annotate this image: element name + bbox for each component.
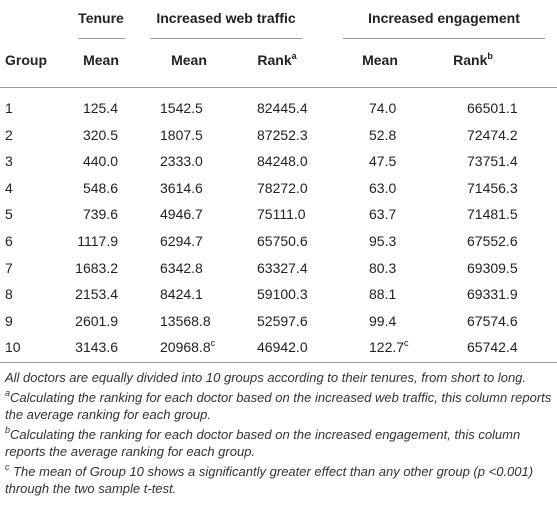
- table-cell: 320.5: [82, 126, 118, 143]
- table-cell: 59100.3: [257, 286, 308, 303]
- table-cell: 13568.8: [160, 312, 211, 329]
- cell-value: 20968.8: [160, 339, 211, 356]
- table-cell: 87252.3: [257, 126, 308, 143]
- table-cell: 73751.4: [467, 153, 518, 170]
- table-cell: 75111.0: [257, 206, 306, 223]
- table-cell: 71456.3: [467, 179, 518, 196]
- rule-line: [343, 38, 545, 39]
- column-header: Mean: [362, 51, 398, 69]
- table-cell: 99.4: [369, 312, 397, 329]
- table-cell: 67574.6: [467, 312, 518, 329]
- footnote-text: The mean of Group 10 shows a significant…: [5, 464, 534, 496]
- rule-line: [78, 38, 125, 39]
- column-label: Mean: [171, 52, 207, 68]
- table-cell: 20968.8c: [160, 338, 215, 356]
- table-cell: 52597.6: [257, 312, 308, 329]
- table-cell: 63.0: [369, 179, 397, 196]
- rule-line: [150, 38, 302, 39]
- table-cell: 5: [5, 206, 13, 223]
- table-cell: 78272.0: [257, 179, 308, 196]
- table-cell: 82445.4: [257, 100, 308, 116]
- table-cell: 52.8: [369, 126, 397, 143]
- table-cell: 65750.6: [257, 233, 308, 249]
- footnote-mark: a: [5, 388, 11, 398]
- table-cell: 2601.9: [75, 312, 118, 329]
- footnote-text: Calculating the ranking for each doctor …: [5, 390, 552, 422]
- table-cell: 1542.5: [160, 100, 203, 116]
- table-cell: 3614.6: [160, 179, 203, 196]
- table-cell: 69309.5: [467, 259, 518, 276]
- footnote: aCalculating the ranking for each doctor…: [5, 389, 553, 423]
- table-cell: 6294.7: [160, 233, 203, 249]
- column-label: Rank: [257, 52, 292, 68]
- column-header: Mean: [83, 51, 119, 69]
- column-footnote-mark: b: [487, 51, 493, 61]
- column-header: Group: [5, 51, 47, 69]
- column-label: Group: [5, 52, 47, 68]
- table-cell: 1117.9: [77, 233, 118, 249]
- table-cell: 548.6: [82, 179, 118, 196]
- footnote-mark: c: [5, 462, 10, 472]
- table-cell: 67552.6: [467, 233, 518, 249]
- cell-footnote-mark: c: [210, 338, 216, 349]
- table-cell: 4: [5, 179, 13, 196]
- footnote-mark: b: [5, 425, 11, 435]
- table-cell: 72474.2: [467, 126, 518, 143]
- table-cell: 65742.4: [467, 339, 518, 356]
- table-cell: 125.4: [82, 100, 118, 116]
- table-cell: 74.0: [369, 100, 397, 116]
- footnote: bCalculating the ranking for each doctor…: [5, 426, 553, 460]
- table-cell: 46942.0: [257, 339, 308, 356]
- table-cell: 88.1: [369, 286, 397, 303]
- column-header: Ranka: [257, 51, 296, 69]
- table-cell: 8: [5, 286, 13, 303]
- table-cell: 440.0: [82, 153, 118, 170]
- table-cell: 80.3: [369, 259, 397, 276]
- footnote-text: All doctors are equally divided into 10 …: [5, 370, 527, 385]
- table-cell: 66501.1: [467, 100, 518, 116]
- table-cell: 2333.0: [160, 153, 203, 170]
- table-cell: 6342.8: [160, 259, 203, 276]
- table-cell: 71481.5: [467, 206, 518, 223]
- table-cell: 84248.0: [257, 153, 308, 170]
- table-cell: 739.6: [82, 206, 118, 223]
- table-cell: 2: [5, 126, 13, 143]
- rule-line: [0, 362, 557, 363]
- rule-line: [0, 87, 557, 88]
- table-cell: 1: [5, 100, 13, 116]
- table-cell: 63.7: [369, 206, 397, 223]
- cell-footnote-mark: c: [404, 338, 409, 349]
- group-header: Increased engagement: [368, 10, 520, 26]
- footnote: c The mean of Group 10 shows a significa…: [5, 463, 553, 497]
- cell-value: 122.7: [369, 339, 405, 356]
- column-footnote-mark: a: [291, 51, 297, 61]
- column-label: Mean: [362, 52, 398, 68]
- table-cell: 10: [5, 339, 21, 356]
- footnote: All doctors are equally divided into 10 …: [5, 369, 553, 386]
- footnote-text: Calculating the ranking for each doctor …: [5, 427, 521, 459]
- table-cell: 7: [5, 259, 13, 276]
- table-cell: 9: [5, 312, 13, 329]
- column-label: Rank: [453, 52, 488, 68]
- table-cell: 47.5: [369, 153, 397, 170]
- table-cell: 4946.7: [160, 206, 203, 223]
- column-label: Mean: [83, 52, 119, 68]
- group-header: Increased web traffic: [156, 10, 296, 26]
- table-cell: 6: [5, 233, 13, 249]
- table-cell: 1807.5: [160, 126, 203, 143]
- table-cell: 69331.9: [467, 286, 518, 303]
- table-cell: 3: [5, 153, 13, 170]
- table-cell: 122.7c: [369, 338, 409, 356]
- table-cell: 2153.4: [75, 286, 118, 303]
- table-cell: 95.3: [369, 233, 397, 249]
- table-cell: 3143.6: [75, 339, 118, 356]
- table-cell: 63327.4: [257, 259, 308, 276]
- footnotes: All doctors are equally divided into 10 …: [5, 369, 553, 500]
- group-header: Tenure: [78, 10, 124, 26]
- column-header: Mean: [171, 51, 207, 69]
- table-cell: 8424.1: [160, 286, 203, 303]
- table-cell: 1683.2: [75, 259, 118, 276]
- column-header: Rankb: [453, 51, 493, 69]
